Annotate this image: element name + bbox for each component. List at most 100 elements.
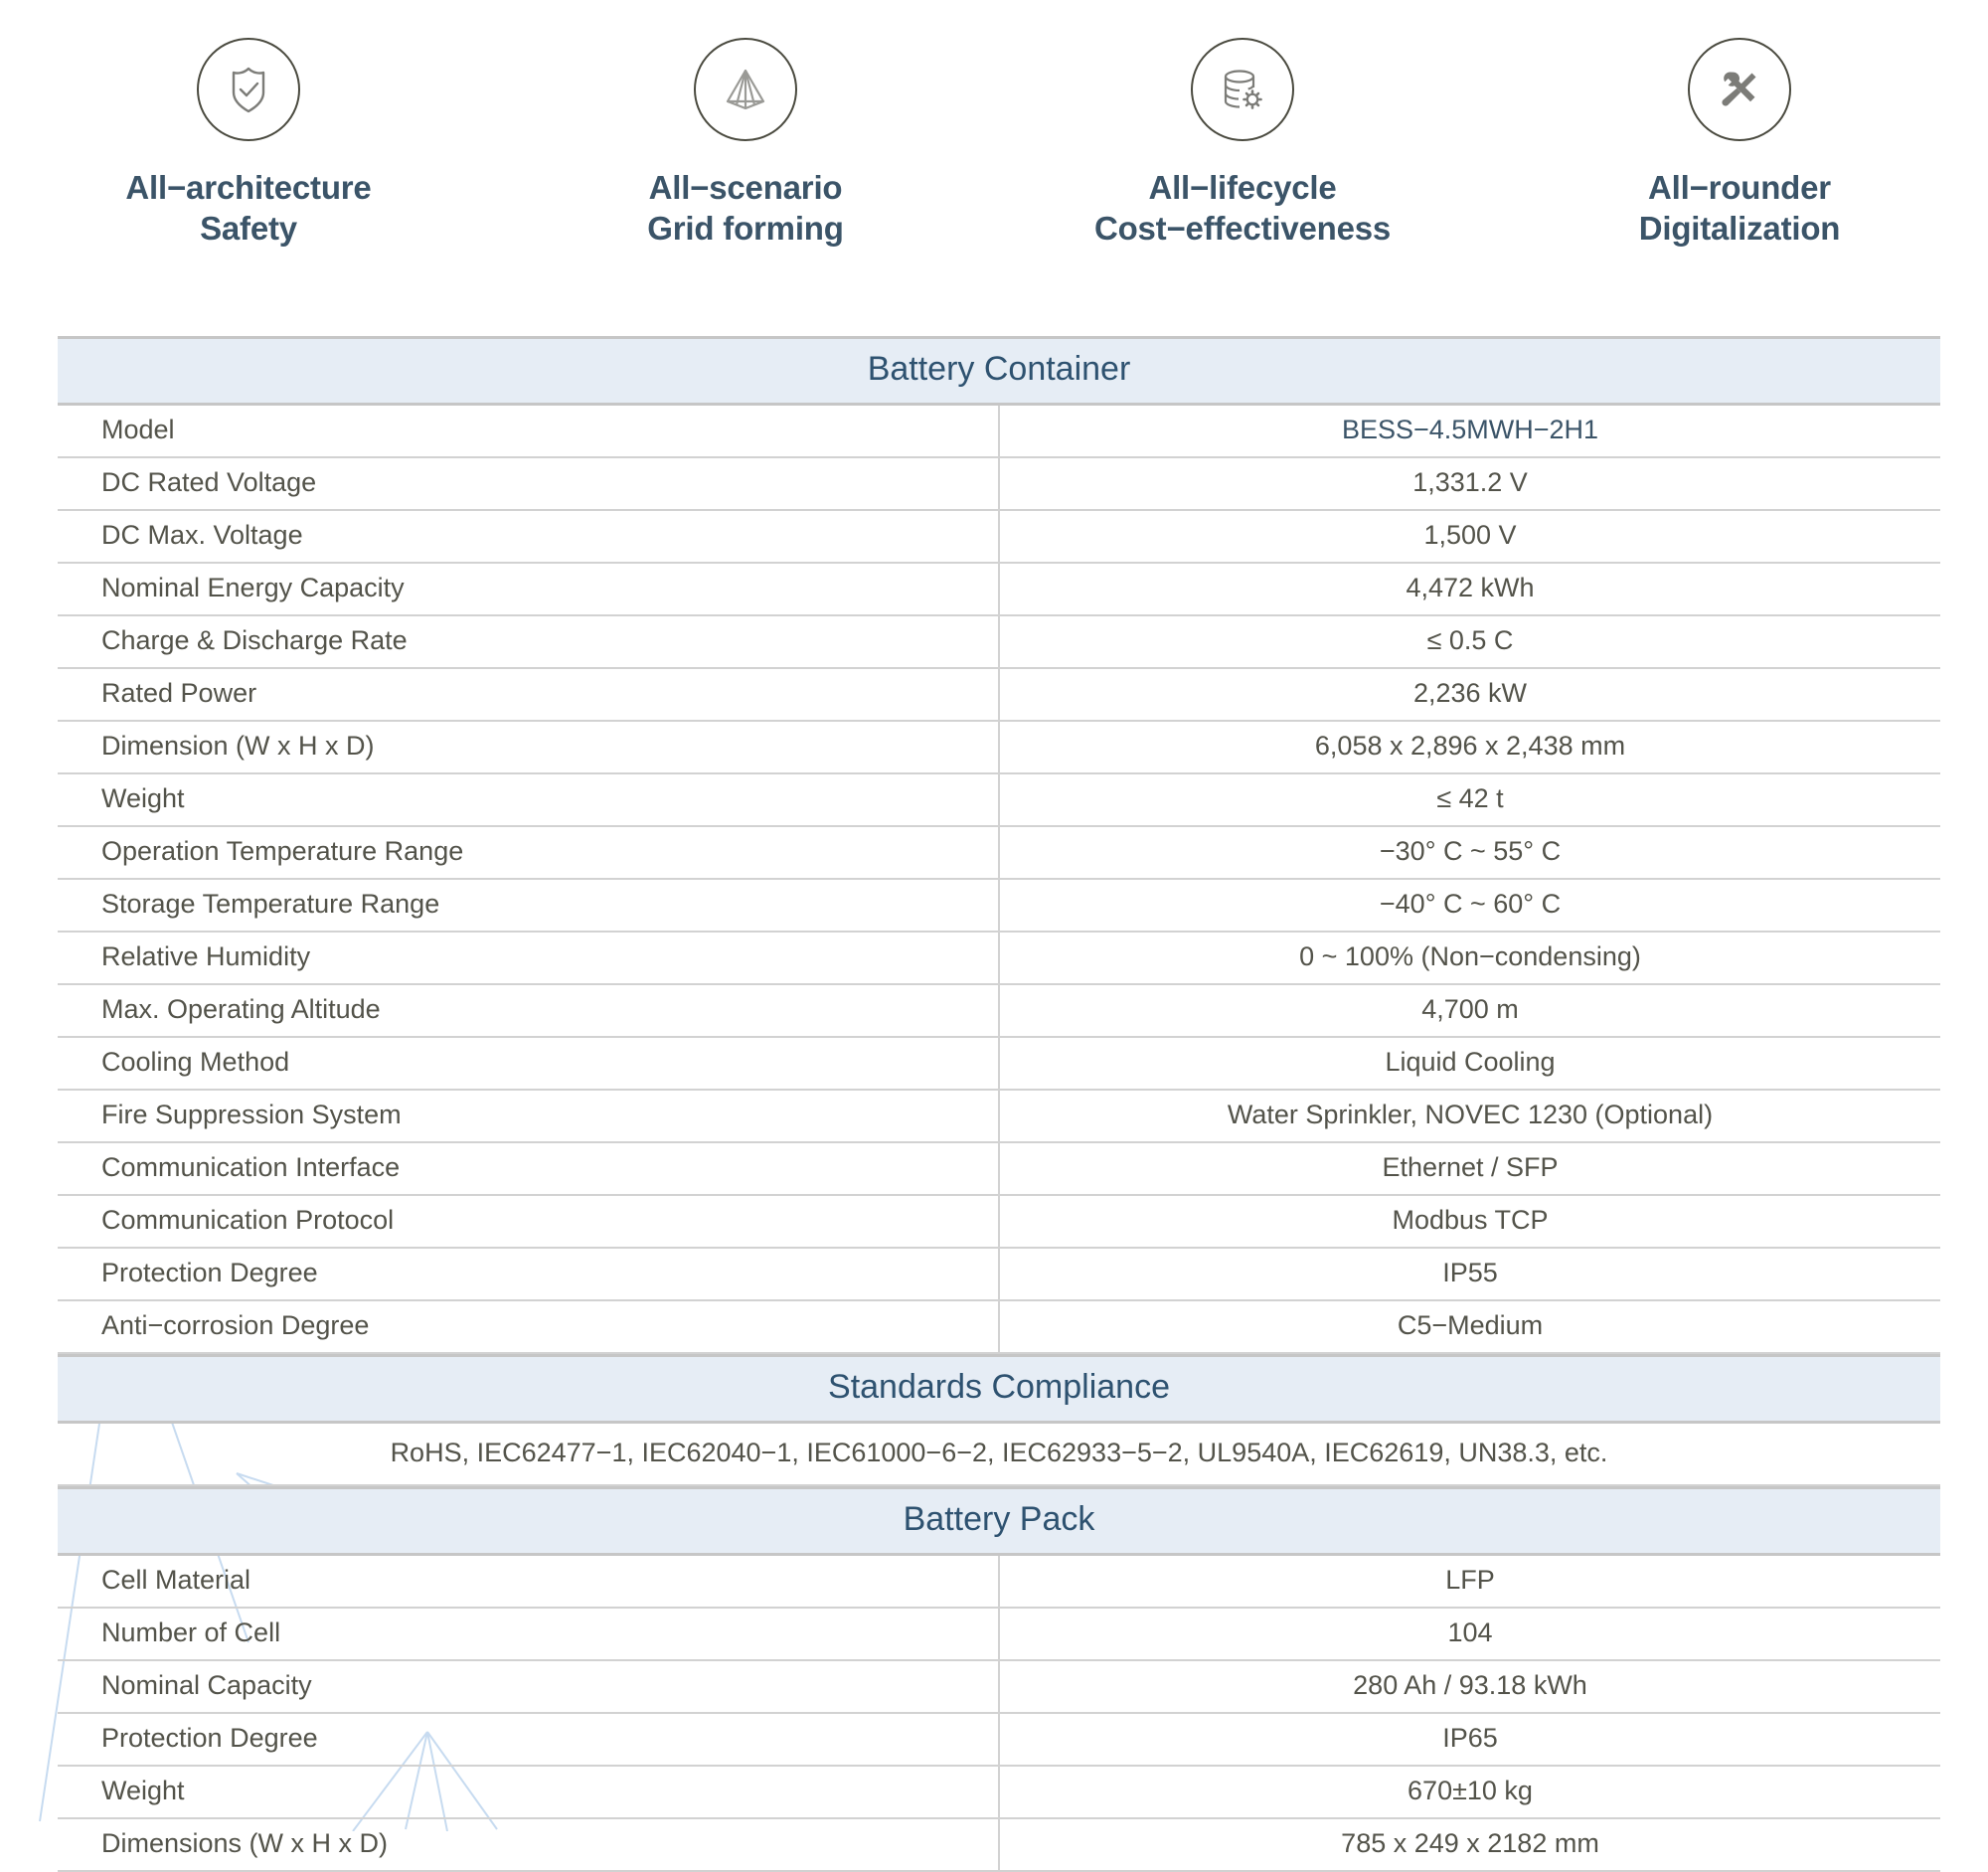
spec-row-value: IP65 bbox=[1442, 1723, 1498, 1754]
spec-row-value: Ethernet / SFP bbox=[1382, 1152, 1559, 1183]
spec-row: Communication Protocol Modbus TCP bbox=[58, 1196, 1940, 1250]
spec-row: Relative Humidity 0 ~ 100% (Non−condensin… bbox=[58, 933, 1940, 986]
spec-row-label: Operation Temperature Range bbox=[58, 827, 1000, 879]
spec-row-label: Communication Protocol bbox=[58, 1196, 1000, 1248]
spec-row: Number of Cell 104 bbox=[58, 1609, 1940, 1662]
spec-row-value: Modbus TCP bbox=[1392, 1205, 1549, 1236]
spec-row: Cell Material LFP bbox=[58, 1556, 1940, 1610]
spec-row-value: −30° C ~ 55° C bbox=[1379, 836, 1562, 867]
feature-label-line1: All−lifecycle bbox=[1148, 169, 1337, 206]
feature-item-digitalization: All−rounder Digitalization bbox=[1491, 0, 1988, 298]
spec-row: Max. Operating Altitude 4,700 m bbox=[58, 985, 1940, 1039]
spec-row-value: 280 Ah / 93.18 kWh bbox=[1353, 1670, 1587, 1701]
spec-row-value: Water Sprinkler, NOVEC 1230 (Optional) bbox=[1227, 1100, 1714, 1130]
section-header-battery-container: Battery Container bbox=[58, 336, 1940, 407]
spec-row: Cooling Method Liquid Cooling bbox=[58, 1038, 1940, 1092]
wireframe-pyramid-icon bbox=[726, 69, 765, 110]
spec-row: Nominal Energy Capacity 4,472 kWh bbox=[58, 564, 1940, 617]
section-rows-battery-container: Model BESS−4.5MWH−2H1 DC Rated Voltage 1,33… bbox=[58, 406, 1940, 1355]
spec-row-label: Charge & Discharge Rate bbox=[58, 616, 1000, 668]
feature-icon-circle bbox=[1191, 38, 1294, 141]
spec-row-value: 0 ~ 100% (Non−condensing) bbox=[1299, 941, 1641, 972]
spec-row-label: Communication Interface bbox=[58, 1143, 1000, 1195]
spec-row: Protection Degree IP65 bbox=[58, 1714, 1940, 1768]
feature-label-line1: All−architecture bbox=[125, 169, 372, 206]
spec-row-value: 670±10 kg bbox=[1408, 1776, 1533, 1806]
spec-row-value: Liquid Cooling bbox=[1385, 1047, 1556, 1078]
spec-row-label: Dimension (W x H x D) bbox=[58, 722, 1000, 773]
spec-row-label: Nominal Capacity bbox=[58, 1661, 1000, 1713]
standards-compliance-text: RoHS, IEC62477−1, IEC62040−1, IEC61000−6… bbox=[58, 1424, 1940, 1487]
feature-item-grid-forming: All−scenario Grid forming bbox=[497, 0, 994, 298]
spec-row-label: DC Rated Voltage bbox=[58, 458, 1000, 510]
spec-row-value: 6,058 x 2,896 x 2,438 mm bbox=[1314, 731, 1626, 762]
spec-row: Rated Power 2,236 kW bbox=[58, 669, 1940, 723]
spec-row-label: Nominal Energy Capacity bbox=[58, 564, 1000, 615]
spec-row-value: 2,236 kW bbox=[1412, 678, 1528, 709]
spec-row: Operation Temperature Range −30° C ~ 55° … bbox=[58, 827, 1940, 881]
feature-label-line2: Digitalization bbox=[1638, 210, 1841, 248]
spec-row-value: C5−Medium bbox=[1397, 1310, 1544, 1341]
spec-row: Anti−corrosion Degree C5−Medium bbox=[58, 1301, 1940, 1355]
spec-row-label: Relative Humidity bbox=[58, 933, 1000, 984]
spec-row-label: Cell Material bbox=[58, 1556, 1000, 1608]
spec-row-value: 4,700 m bbox=[1421, 994, 1519, 1025]
spec-row-value: 785 x 249 x 2182 mm bbox=[1341, 1828, 1599, 1859]
feature-highlights: All−architecture Safety All−scenario Gri… bbox=[0, 0, 1988, 298]
feature-label-line2: Safety bbox=[200, 210, 297, 248]
spec-row: DC Rated Voltage 1,331.2 V bbox=[58, 458, 1940, 512]
feature-item-cost-effectiveness: All−lifecycle Cost−effectiveness bbox=[994, 0, 1491, 298]
feature-label-digitalization: All−rounder Digitalization bbox=[1639, 167, 1841, 250]
feature-label-line1: All−scenario bbox=[648, 169, 843, 206]
spec-row-value: BESS−4.5MWH−2H1 bbox=[1341, 415, 1599, 445]
spec-row-label: Protection Degree bbox=[58, 1249, 1000, 1300]
spec-row-value: 1,500 V bbox=[1423, 520, 1517, 551]
spec-row: Dimensions (W x H x D) 785 x 249 x 2182 m… bbox=[58, 1819, 1940, 1872]
spec-row-label: Protection Degree bbox=[58, 1714, 1000, 1766]
spec-row-value: 104 bbox=[1447, 1617, 1493, 1648]
spec-row-value: 1,331.2 V bbox=[1412, 467, 1528, 498]
spec-row: Weight 670±10 kg bbox=[58, 1767, 1940, 1820]
spec-row: Protection Degree IP55 bbox=[58, 1249, 1940, 1302]
spec-row: Nominal Capacity 280 Ah / 93.18 kWh bbox=[58, 1661, 1940, 1715]
spec-row: Weight ≤ 42 t bbox=[58, 774, 1940, 828]
section-rows-battery-pack: Cell Material LFP Number of Cell 104 Nominal… bbox=[58, 1556, 1940, 1872]
spec-row-label: Number of Cell bbox=[58, 1609, 1000, 1660]
specification-table: Battery Container Model BESS−4.5MWH−2H1 DC… bbox=[58, 336, 1940, 1872]
spec-row-label: Cooling Method bbox=[58, 1038, 1000, 1090]
feature-label-safety: All−architecture Safety bbox=[125, 167, 371, 250]
spec-row-value: −40° C ~ 60° C bbox=[1379, 889, 1562, 920]
spec-row-label: Max. Operating Altitude bbox=[58, 985, 1000, 1037]
spec-row-label: Fire Suppression System bbox=[58, 1091, 1000, 1142]
spec-row-value: 4,472 kWh bbox=[1406, 573, 1535, 603]
tools-wrench-screwdriver-icon bbox=[1722, 72, 1756, 106]
spec-row: Dimension (W x H x D) 6,058 x 2,896 x 2,4… bbox=[58, 722, 1940, 775]
feature-label-line1: All−rounder bbox=[1648, 169, 1831, 206]
feature-label-line2: Grid forming bbox=[647, 210, 844, 248]
spec-row-value: LFP bbox=[1445, 1565, 1495, 1596]
shield-check-icon bbox=[232, 67, 265, 113]
spec-row-label: Storage Temperature Range bbox=[58, 880, 1000, 932]
spec-row-label: Model bbox=[58, 406, 1000, 457]
database-gear-icon bbox=[1224, 70, 1262, 109]
section-header-standards-compliance: Standards Compliance bbox=[58, 1354, 1940, 1425]
spec-row-label: Rated Power bbox=[58, 669, 1000, 721]
spec-row: Charge & Discharge Rate ≤ 0.5 C bbox=[58, 616, 1940, 670]
feature-item-safety: All−architecture Safety bbox=[0, 0, 497, 298]
feature-label-grid-forming: All−scenario Grid forming bbox=[647, 167, 844, 250]
spec-row-value: IP55 bbox=[1442, 1258, 1498, 1288]
spec-row: Communication Interface Ethernet / SFP bbox=[58, 1143, 1940, 1197]
spec-row: Fire Suppression System Water Sprinkler, … bbox=[58, 1091, 1940, 1144]
spec-row-label: Weight bbox=[58, 1767, 1000, 1818]
spec-row: Model BESS−4.5MWH−2H1 bbox=[58, 406, 1940, 459]
section-header-battery-pack: Battery Pack bbox=[58, 1486, 1940, 1557]
feature-label-cost-effectiveness: All−lifecycle Cost−effectiveness bbox=[1094, 167, 1391, 250]
spec-row-label: Anti−corrosion Degree bbox=[58, 1301, 1000, 1353]
spec-row: DC Max. Voltage 1,500 V bbox=[58, 511, 1940, 565]
feature-label-line2: Cost−effectiveness bbox=[1093, 210, 1392, 248]
feature-icon-circle bbox=[694, 38, 797, 141]
feature-icon-circle bbox=[197, 38, 300, 141]
spec-row-label: DC Max. Voltage bbox=[58, 511, 1000, 563]
spec-row-label: Dimensions (W x H x D) bbox=[58, 1819, 1000, 1871]
spec-row-label: Weight bbox=[58, 774, 1000, 826]
